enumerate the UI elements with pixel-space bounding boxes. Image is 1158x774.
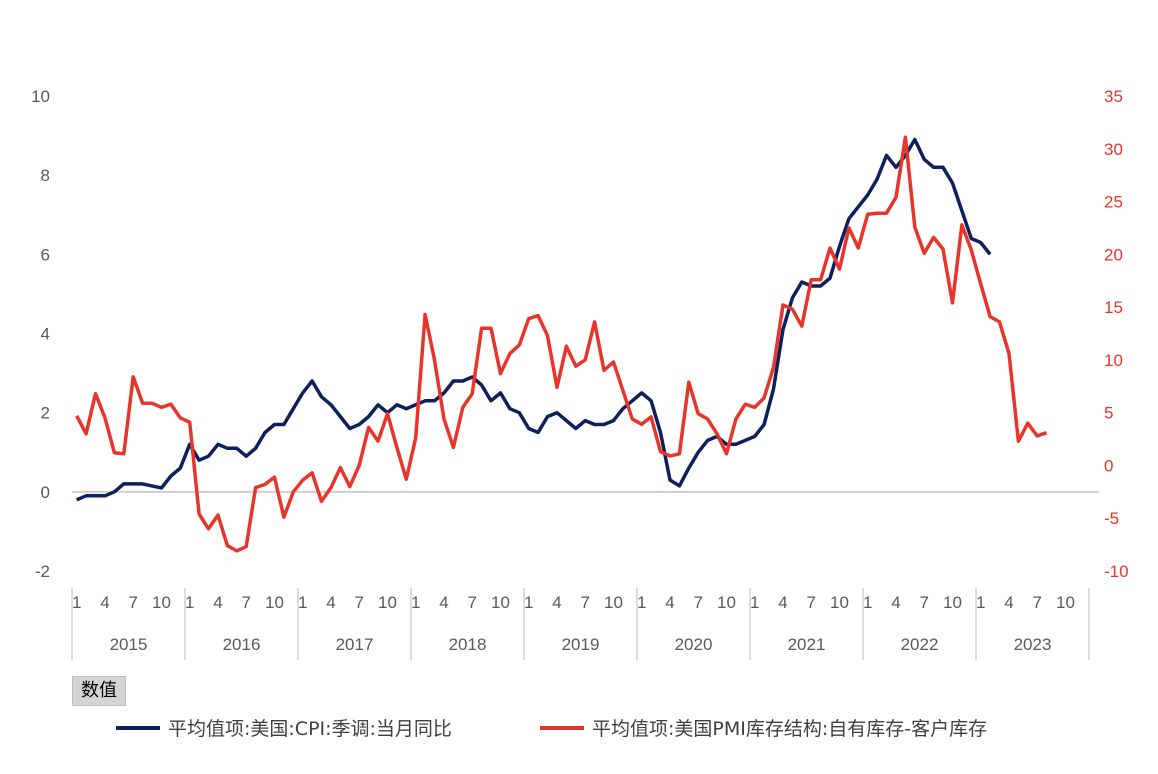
series-line-cpi <box>76 137 992 502</box>
x-month-tick-label: 10 <box>830 593 849 612</box>
x-month-tick-label: 10 <box>943 593 962 612</box>
x-month-tick-label: 4 <box>439 593 448 612</box>
legend-swatch-cpi <box>116 725 160 730</box>
x-month-tick-label: 4 <box>552 593 561 612</box>
x-month-tick-label: 4 <box>326 593 335 612</box>
x-month-tick-label: 4 <box>100 593 109 612</box>
legend-item-pmi-inventory: 平均值项:美国PMI库存结构:自有库存-客户库存 <box>540 714 987 741</box>
y-left-tick-label: -2 <box>35 562 50 581</box>
x-month-tick-label: 10 <box>152 593 171 612</box>
x-month-tick-label: 1 <box>411 593 420 612</box>
field-button-values[interactable]: 数值 <box>72 676 126 706</box>
y-right-tick-label: -10 <box>1104 562 1129 581</box>
y-left-tick-label: 4 <box>41 325 50 344</box>
legend-swatch-pmi-inventory <box>540 725 584 730</box>
x-month-tick-label: 4 <box>213 593 222 612</box>
x-year-label: 2023 <box>1014 635 1052 654</box>
x-month-tick-label: 10 <box>604 593 623 612</box>
y-right-tick-label: 25 <box>1104 193 1123 212</box>
x-year-label: 2017 <box>336 635 374 654</box>
y-right-tick-label: 20 <box>1104 245 1123 264</box>
x-year-label: 2016 <box>223 635 261 654</box>
x-month-tick-label: 10 <box>491 593 510 612</box>
x-month-tick-label: 1 <box>72 593 81 612</box>
x-month-tick-label: 7 <box>580 593 589 612</box>
x-year-label: 2018 <box>449 635 487 654</box>
x-month-tick-label: 1 <box>524 593 533 612</box>
x-month-tick-label: 7 <box>693 593 702 612</box>
y-right-tick-label: 5 <box>1104 404 1113 423</box>
x-month-tick-label: 1 <box>185 593 194 612</box>
x-month-tick-label: 1 <box>637 593 646 612</box>
y-left-tick-label: 2 <box>41 404 50 423</box>
legend: 平均值项:美国:CPI:季调:当月同比 平均值项:美国PMI库存结构:自有库存-… <box>0 714 1158 744</box>
x-month-tick-label: 7 <box>1032 593 1041 612</box>
x-month-tick-label: 7 <box>467 593 476 612</box>
x-month-tick-label: 1 <box>863 593 872 612</box>
y-right-tick-label: -5 <box>1104 509 1119 528</box>
x-month-tick-label: 4 <box>891 593 900 612</box>
y-right-tick-label: 15 <box>1104 298 1123 317</box>
x-month-tick-label: 7 <box>128 593 137 612</box>
x-month-tick-label: 1 <box>750 593 759 612</box>
legend-item-cpi: 平均值项:美国:CPI:季调:当月同比 <box>116 714 452 741</box>
x-month-tick-label: 7 <box>354 593 363 612</box>
y-right-tick-label: 35 <box>1104 87 1123 106</box>
x-month-tick-label: 1 <box>976 593 985 612</box>
x-month-tick-label: 1 <box>298 593 307 612</box>
legend-label-pmi-inventory: 平均值项:美国PMI库存结构:自有库存-客户库存 <box>592 718 988 740</box>
x-month-tick-label: 4 <box>778 593 787 612</box>
x-year-label: 2021 <box>788 635 826 654</box>
y-right-tick-label: 30 <box>1104 140 1123 159</box>
x-month-tick-label: 7 <box>919 593 928 612</box>
x-year-label: 2022 <box>901 635 939 654</box>
series-line-pmi-inventory <box>75 135 1048 553</box>
x-month-tick-label: 7 <box>806 593 815 612</box>
x-month-tick-label: 10 <box>265 593 284 612</box>
x-month-tick-label: 10 <box>378 593 397 612</box>
x-year-label: 2020 <box>675 635 713 654</box>
y-right-tick-label: 10 <box>1104 351 1123 370</box>
x-year-label: 2015 <box>110 635 148 654</box>
y-left-tick-label: 0 <box>41 483 50 502</box>
x-month-tick-label: 4 <box>1004 593 1013 612</box>
x-month-tick-label: 4 <box>665 593 674 612</box>
x-year-label: 2019 <box>562 635 600 654</box>
x-month-tick-label: 7 <box>241 593 250 612</box>
y-left-tick-label: 10 <box>31 87 50 106</box>
y-left-tick-label: 8 <box>41 166 50 185</box>
x-month-tick-label: 10 <box>717 593 736 612</box>
legend-label-cpi: 平均值项:美国:CPI:季调:当月同比 <box>168 718 452 740</box>
y-left-tick-label: 6 <box>41 245 50 264</box>
x-month-tick-label: 10 <box>1056 593 1075 612</box>
y-right-tick-label: 0 <box>1104 456 1113 475</box>
